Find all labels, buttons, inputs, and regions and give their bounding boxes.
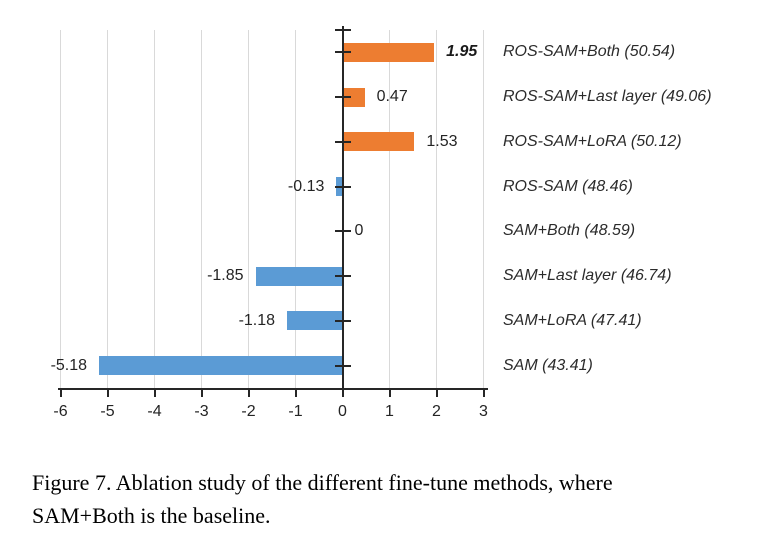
y-axis-tick <box>334 140 351 143</box>
gridline <box>389 30 390 388</box>
x-tick-label: -2 <box>241 403 256 420</box>
x-tick-label: -4 <box>147 403 162 420</box>
x-axis-tick <box>482 390 485 397</box>
x-tick-label: 0 <box>338 403 347 420</box>
gridline <box>248 30 249 388</box>
y-axis-tick <box>334 364 351 367</box>
y-axis-tick <box>334 230 351 233</box>
bar-value-label: 1.53 <box>426 132 458 150</box>
bar-value-label: -1.18 <box>238 311 276 329</box>
category-label: ROS-SAM (48.46) <box>503 177 633 195</box>
gridline <box>436 30 437 388</box>
x-tick-label: 3 <box>479 403 488 420</box>
x-tick-label: 2 <box>432 403 441 420</box>
figure-caption: Figure 7. Ablation study of the differen… <box>32 466 748 532</box>
x-axis-tick <box>294 390 297 397</box>
bar <box>342 42 435 62</box>
bar-value-label: -0.13 <box>287 177 325 195</box>
category-label: SAM+Last layer (46.74) <box>503 267 672 285</box>
bar <box>287 311 343 331</box>
bar <box>99 356 343 376</box>
y-axis-tick <box>334 29 351 31</box>
x-axis-tick <box>153 390 156 397</box>
category-label: SAM+LoRA (47.41) <box>503 311 642 329</box>
x-axis-tick <box>59 390 62 397</box>
bar <box>342 87 365 107</box>
x-tick-label: 1 <box>385 403 394 420</box>
bar-value-label: -5.18 <box>50 356 88 374</box>
x-tick-label: -6 <box>53 403 68 420</box>
bar <box>342 132 415 152</box>
bar <box>255 266 343 286</box>
gridline <box>483 30 484 388</box>
caption-line-2: SAM+Both is the baseline. <box>32 503 271 528</box>
x-axis-tick <box>341 390 344 397</box>
gridline <box>60 30 61 388</box>
gridline <box>154 30 155 388</box>
category-label: SAM+Both (48.59) <box>503 222 636 240</box>
x-tick-label: -5 <box>100 403 115 420</box>
x-axis-line <box>58 388 488 390</box>
x-axis-tick <box>106 390 109 397</box>
bar-value-label: 0.47 <box>376 88 408 106</box>
x-axis-tick <box>200 390 203 397</box>
y-axis-tick <box>334 51 351 54</box>
x-axis-tick <box>388 390 391 397</box>
bar-value-label: 0 <box>354 222 364 240</box>
y-axis-tick <box>334 275 351 278</box>
bar-value-label: -1.85 <box>207 267 244 285</box>
category-label: ROS-SAM+Last layer (49.06) <box>503 88 712 106</box>
y-axis-line <box>341 26 344 388</box>
x-tick-label: -3 <box>194 403 209 420</box>
y-axis-tick <box>334 96 351 99</box>
x-tick-label: -1 <box>288 403 303 420</box>
gridline <box>295 30 296 388</box>
y-axis-tick <box>334 319 351 322</box>
ablation-bar-chart: -6 -5 -4 -3 -2 -1 0 1 2 3 1.95 ROS-SAM+Both (50.54)… <box>50 26 712 420</box>
gridline <box>107 30 108 388</box>
category-label: ROS-SAM+LoRA (50.12) <box>503 132 682 150</box>
bar-value-label: 1.95 <box>446 43 478 61</box>
category-label: SAM (43.41) <box>503 356 593 374</box>
y-axis-tick <box>334 185 351 188</box>
caption-line-1: Figure 7. Ablation study of the differen… <box>32 470 613 495</box>
category-label: ROS-SAM+Both (50.54) <box>503 43 676 61</box>
gridline <box>201 30 202 388</box>
x-axis-tick <box>247 390 250 397</box>
x-axis-tick <box>435 390 438 397</box>
